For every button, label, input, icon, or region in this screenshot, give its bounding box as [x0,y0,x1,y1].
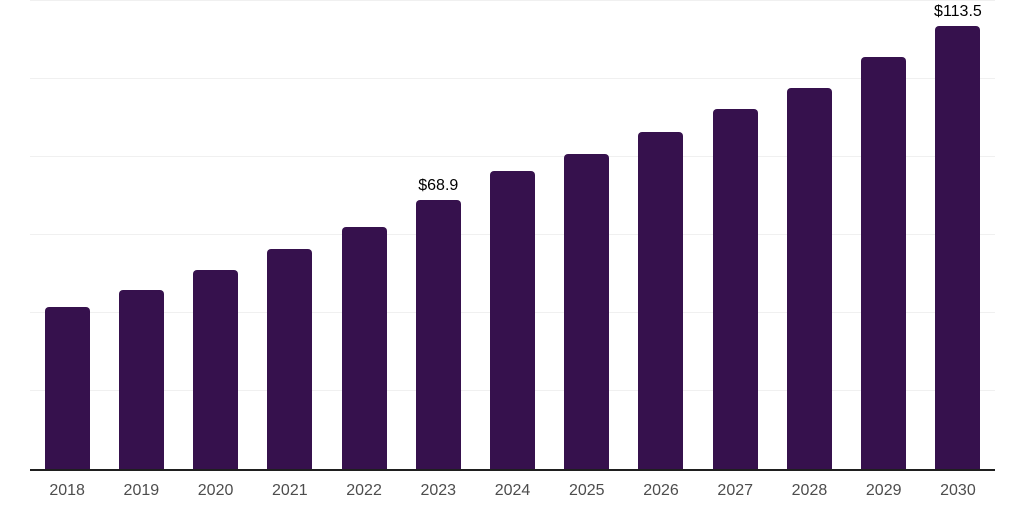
bars-row: $68.9 $113.5 [30,0,995,469]
x-tick-2029: 2029 [865,482,902,499]
bar-2024 [490,171,536,469]
bar-2020 [193,270,239,469]
x-tick-2030: 2030 [940,482,976,499]
bar-2018 [44,306,90,469]
bar-slot-2030: $113.5 [921,0,995,469]
x-tick-2023: 2023 [420,482,457,499]
value-label-2030: $113.5 [934,3,982,21]
bar-slot-2018 [30,0,104,469]
x-tick-2019: 2019 [123,482,160,499]
bar-2022 [341,226,387,469]
bar-slot-2025 [550,0,624,469]
bar-slot-2021 [253,0,327,469]
x-tick-2028: 2028 [791,482,828,499]
x-tick-2027: 2027 [717,482,754,499]
bar-2025 [564,153,610,469]
bar-slot-2024 [475,0,549,469]
bar-slot-2028 [772,0,846,469]
bar-2030: $113.5 [934,3,982,469]
value-label-2023: $68.9 [418,177,459,195]
x-tick-2018: 2018 [49,482,85,499]
x-tick-2021: 2021 [272,482,308,499]
bar-slot-2026 [624,0,698,469]
gridline-120 [30,0,995,1]
plot-area: $68.9 $113.5 [30,0,995,471]
x-tick-2020: 2020 [197,482,234,499]
x-tick-2022: 2022 [346,482,382,499]
bar-2029 [861,57,907,469]
bar-2027 [712,109,758,469]
bar-slot-2020 [178,0,252,469]
bar-2026 [638,132,684,469]
x-tick-2026: 2026 [643,482,679,499]
bar-slot-2019 [104,0,178,469]
x-axis: 2018 2019 2020 2021 2022 2023 2024 2025 2026 2027… [30,482,995,500]
bar-2023: $68.9 [415,177,461,469]
bar-slot-2027 [698,0,772,469]
gridline-100 [30,78,995,79]
bar-2019 [118,289,164,469]
gridline-80 [30,156,995,157]
bar-slot-2029 [847,0,921,469]
bar-slot-2023: $68.9 [401,0,475,469]
bar-2021 [267,249,313,469]
x-tick-2025: 2025 [568,482,605,499]
bar-slot-2022 [327,0,401,469]
x-tick-2024: 2024 [494,482,531,499]
bar-2028 [786,88,832,469]
